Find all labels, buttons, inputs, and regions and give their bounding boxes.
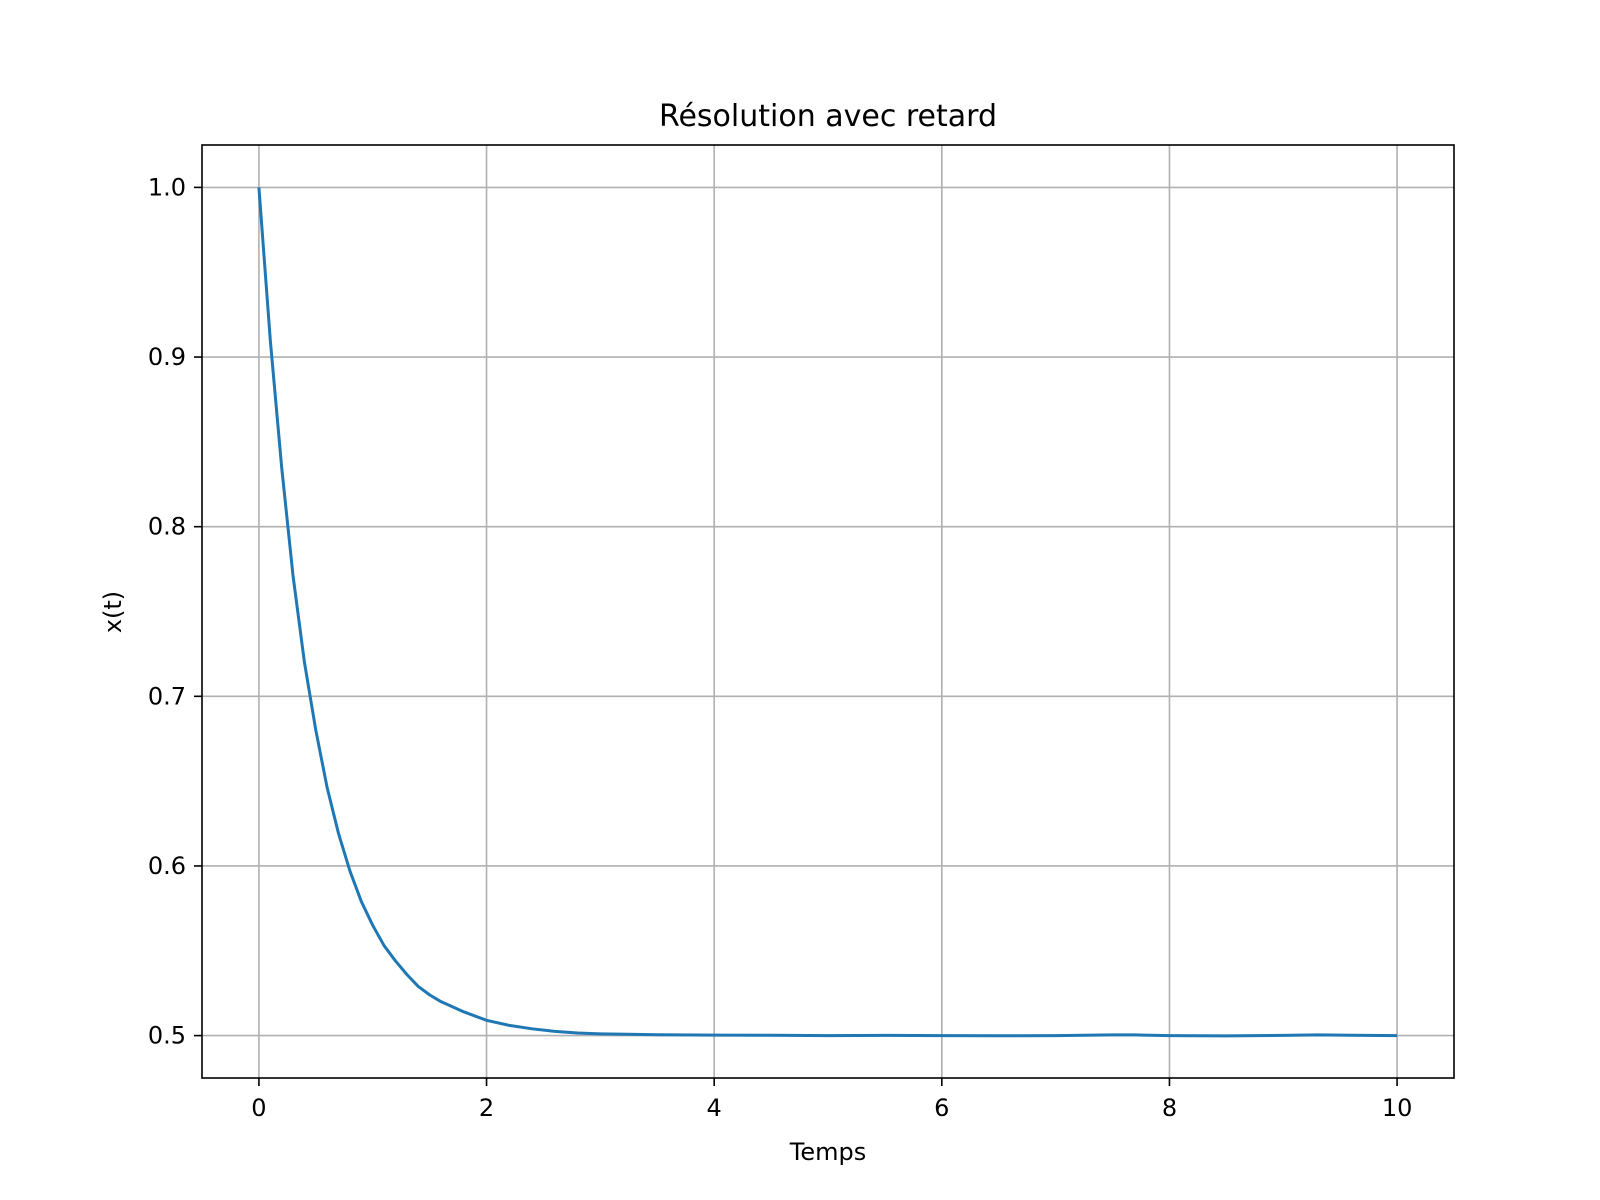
x-axis-label: Temps: [789, 1138, 866, 1166]
y-axis: 0.5 0.6 0.7 0.8 0.9 1.0: [148, 173, 202, 1050]
grid: [202, 145, 1454, 1078]
y-tick-label: 0.5: [148, 1022, 186, 1050]
x-tick-label: 6: [934, 1094, 949, 1122]
x-tick-label: 8: [1162, 1094, 1177, 1122]
y-tick-label: 0.8: [148, 513, 186, 541]
series-layer: [257, 187, 1398, 1038]
x-tick-label: 2: [479, 1094, 494, 1122]
x-tick-label: 0: [251, 1094, 266, 1122]
y-tick-label: 1.0: [148, 173, 186, 201]
y-tick-label: 0.9: [148, 343, 186, 371]
x-axis: 0 2 4 6 8 10: [251, 1078, 1412, 1122]
y-tick-label: 0.7: [148, 682, 186, 710]
x-tick-label: 4: [707, 1094, 722, 1122]
series-line: [257, 187, 1398, 1038]
plot-frame: [201, 144, 1455, 1079]
x-tick-label: 10: [1382, 1094, 1413, 1122]
chart-title: Résolution avec retard: [659, 99, 997, 134]
y-axis-label: x(t): [99, 591, 127, 633]
y-tick-label: 0.6: [148, 852, 186, 880]
